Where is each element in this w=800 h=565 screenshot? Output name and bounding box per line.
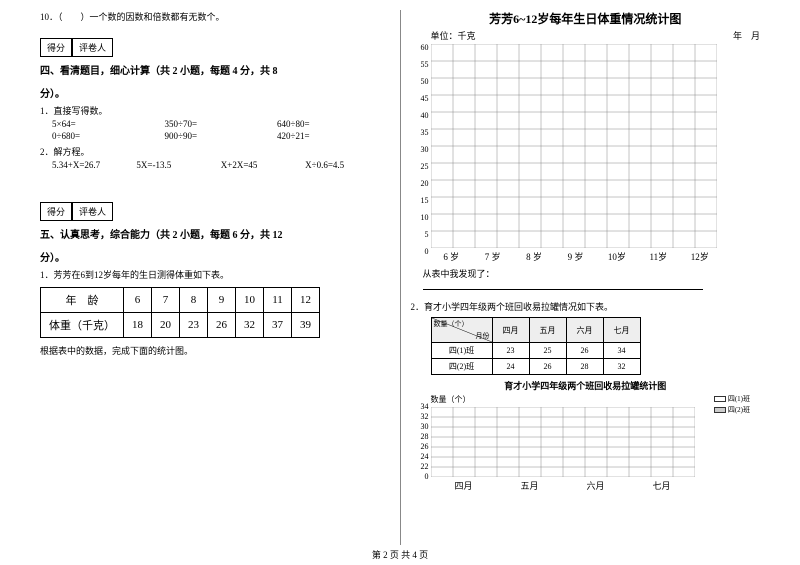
chart1-grid: 605550454035302520151050	[431, 44, 761, 248]
table-header: 年 龄	[41, 288, 124, 313]
table-header: 6	[124, 288, 152, 313]
section-4-title: 四、看清题目，细心计算（共 2 小题，每题 4 分，共 8	[40, 66, 278, 77]
table-cell: 体重（千克）	[41, 313, 124, 338]
score-box-5: 得分 评卷人	[40, 202, 390, 221]
blank-line	[423, 280, 703, 290]
calc-row-1: 5×64= 350÷70= 640÷80=	[52, 119, 390, 129]
section-4-points: 分）。	[40, 85, 390, 100]
chart1-date: 年 月	[733, 29, 760, 42]
table-header: 10	[236, 288, 264, 313]
calc-item: 5×64=	[52, 119, 165, 129]
table-cell: 18	[124, 313, 152, 338]
page-footer: 第 2 页 共 4 页	[0, 548, 800, 561]
table-cell: 39	[292, 313, 320, 338]
table-cell: 26	[208, 313, 236, 338]
calc-item: 350÷70=	[165, 119, 278, 129]
sub-1: 1．直接写得数。	[40, 104, 390, 117]
chart2-x-labels: 四月五月六月七月	[431, 479, 695, 492]
score-box-4: 得分 评卷人	[40, 38, 390, 57]
table-cell: 20	[152, 313, 180, 338]
chart2-title: 育才小学四年级两个班回收易拉罐统计图	[411, 379, 761, 392]
table-header: 12	[292, 288, 320, 313]
grader-label: 评卷人	[72, 38, 113, 57]
calc-row-2: 0÷680= 900÷90= 420÷21=	[52, 131, 390, 141]
calc-item: 900÷90=	[165, 131, 278, 141]
score-label: 得分	[40, 38, 72, 57]
calc-item: 420÷21=	[277, 131, 390, 141]
equation-row: 5.34+X=26.7 5X=-13.5 X+2X=45 X÷0.6=4.5	[52, 160, 390, 170]
sub-2: 2．解方程。	[40, 145, 390, 158]
table-header: 9	[208, 288, 236, 313]
score-label: 得分	[40, 202, 72, 221]
table-header: 8	[180, 288, 208, 313]
q5-2: 2．育才小学四年级两个班回收易拉罐情况如下表。	[411, 300, 761, 313]
table-cell: 37	[264, 313, 292, 338]
eq-item: X+2X=45	[221, 160, 305, 170]
q5-1: 1．芳芳在6到12岁每年的生日测得体重如下表。	[40, 268, 390, 281]
chart2-wrap: 数量（个） 四(1)班四(2)班 343230282624220 四月五月六月七…	[431, 394, 761, 492]
question-10: 10．（ ）一个数的因数和倍数都有无数个。	[40, 10, 390, 23]
section-5-title: 五、认真思考，综合能力（共 2 小题，每题 6 分，共 12	[40, 230, 283, 241]
table-header: 7	[152, 288, 180, 313]
table-header: 11	[264, 288, 292, 313]
chart1-x-labels: 6 岁7 岁8 岁9 岁10岁11岁12岁	[431, 250, 721, 263]
eq-item: X÷0.6=4.5	[305, 160, 389, 170]
eq-item: 5.34+X=26.7	[52, 160, 136, 170]
chart1-title: 芳芳6~12岁每年生日体重情况统计图	[411, 10, 761, 27]
calc-item: 0÷680=	[52, 131, 165, 141]
grader-label: 评卷人	[72, 202, 113, 221]
cans-table: 数量（个）月份四月五月六月七月 四(1)班23252634 四(2)班24262…	[431, 317, 641, 375]
table-cell: 32	[236, 313, 264, 338]
age-weight-table: 年 龄6789101112 体重（千克）18202326323739	[40, 287, 320, 338]
calc-item: 640÷80=	[277, 119, 390, 129]
section-5-points: 分）。	[40, 249, 390, 264]
chart1-unit: 单位：千克	[431, 31, 476, 41]
chart2-ylabel: 数量（个）	[431, 394, 761, 405]
eq-item: 5X=-13.5	[136, 160, 220, 170]
table-cell: 23	[180, 313, 208, 338]
after-table-note: 根据表中的数据，完成下面的统计图。	[40, 344, 390, 357]
found-line: 从表中我发现了：	[423, 267, 761, 292]
found-label: 从表中我发现了：	[423, 269, 495, 279]
